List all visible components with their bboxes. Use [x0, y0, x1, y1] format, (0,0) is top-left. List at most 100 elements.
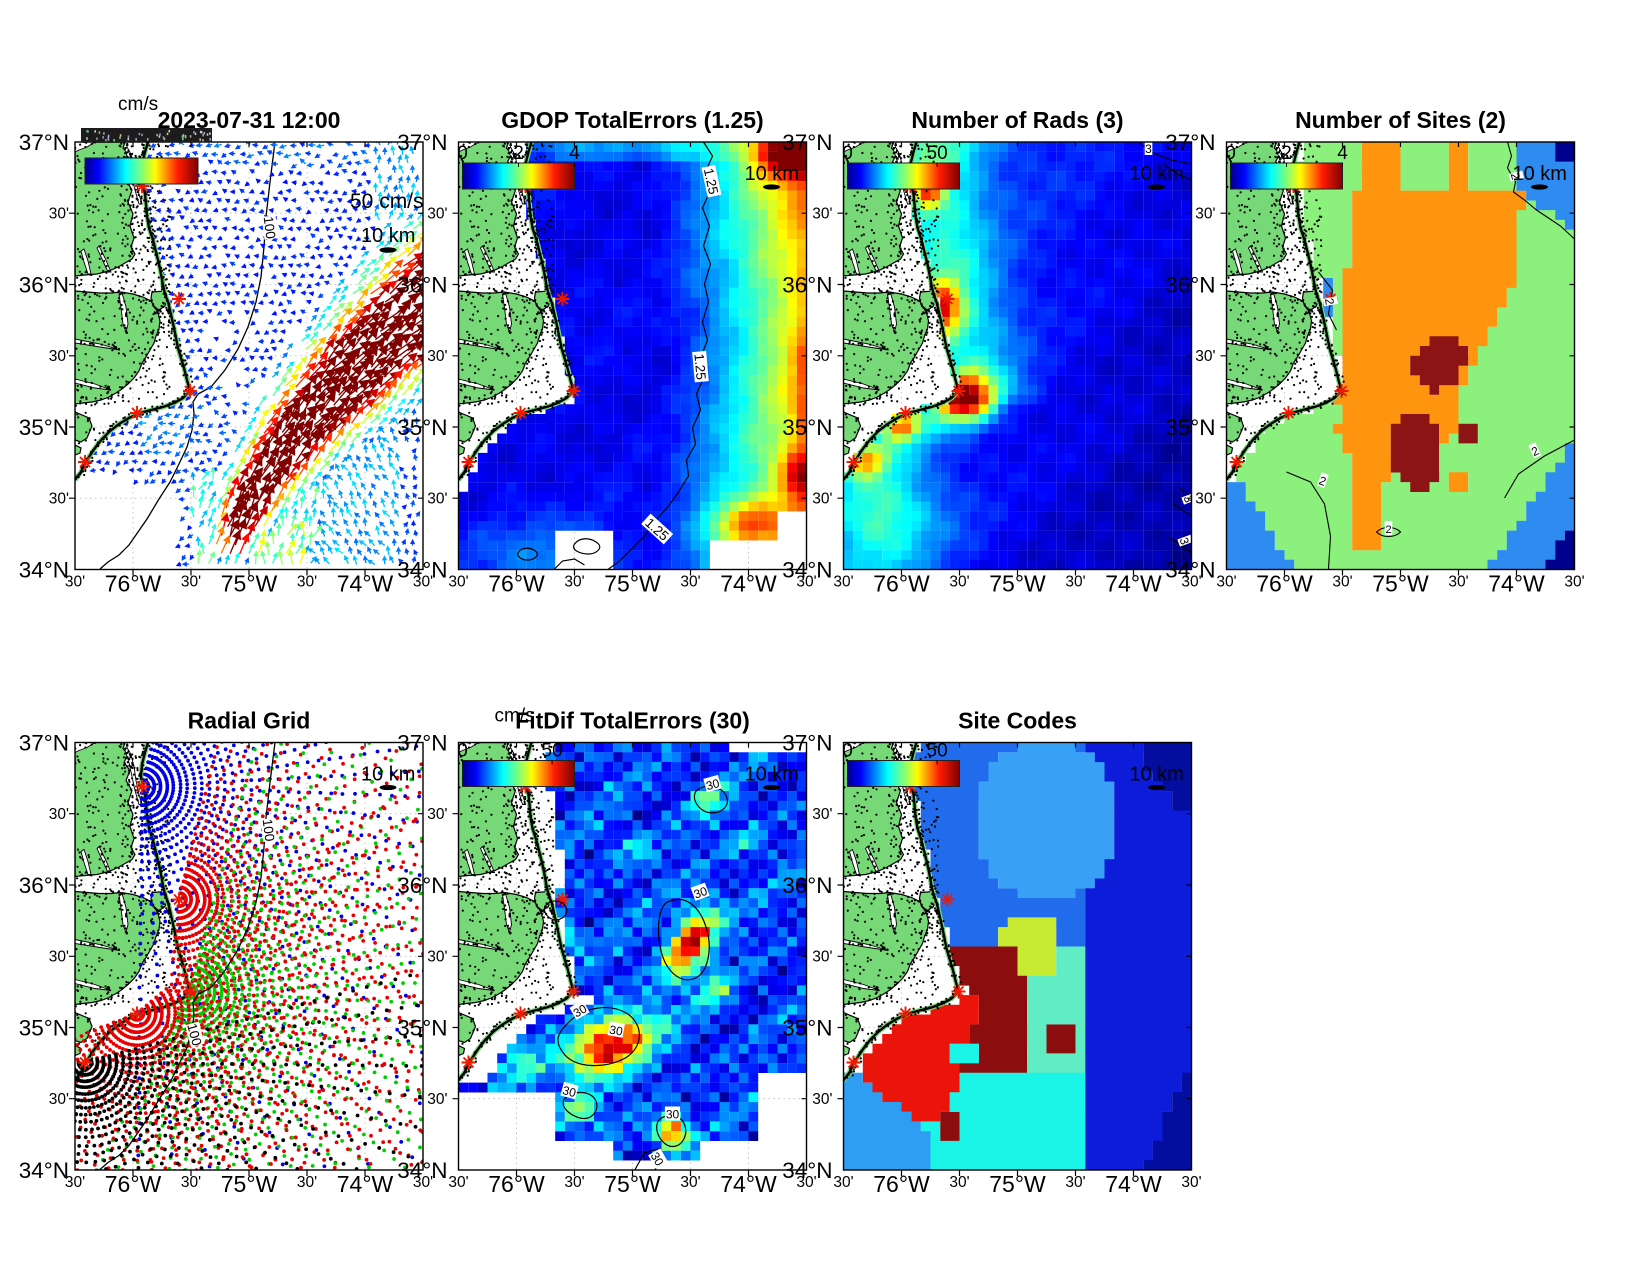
- svg-text:GDOP TotalErrors (1.25): GDOP TotalErrors (1.25): [501, 107, 763, 133]
- svg-text:30': 30': [49, 205, 69, 222]
- svg-text:0: 0: [1225, 143, 1236, 164]
- svg-text:1.25: 1.25: [701, 167, 721, 196]
- svg-text:36°N: 36°N: [782, 873, 832, 898]
- svg-text:30: 30: [692, 884, 710, 902]
- svg-text:37°N: 37°N: [19, 130, 69, 155]
- svg-text:30': 30': [1216, 574, 1236, 591]
- svg-text:30: 30: [704, 776, 721, 793]
- svg-text:30': 30': [427, 948, 447, 965]
- svg-text:76°W: 76°W: [1256, 571, 1313, 597]
- svg-text:30': 30': [1564, 574, 1584, 591]
- svg-text:1.25: 1.25: [691, 353, 708, 380]
- svg-text:30: 30: [571, 1001, 590, 1020]
- svg-text:30': 30': [49, 948, 69, 965]
- svg-text:30': 30': [812, 348, 832, 365]
- svg-text:34°N: 34°N: [19, 558, 69, 583]
- svg-text:75°W: 75°W: [989, 1171, 1046, 1197]
- svg-text:37°N: 37°N: [397, 130, 447, 155]
- svg-text:37°N: 37°N: [19, 731, 69, 756]
- svg-text:30': 30': [427, 1091, 447, 1108]
- svg-text:50 cm/s: 50 cm/s: [350, 190, 424, 213]
- svg-text:30': 30': [812, 806, 832, 823]
- svg-text:30': 30': [65, 574, 85, 591]
- svg-text:36°N: 36°N: [397, 273, 447, 298]
- svg-text:35°N: 35°N: [782, 1016, 832, 1041]
- svg-text:35°N: 35°N: [19, 415, 69, 440]
- svg-text:0: 0: [457, 143, 468, 164]
- svg-text:10 km: 10 km: [1130, 163, 1184, 185]
- svg-text:30': 30': [448, 1174, 468, 1191]
- svg-text:75°W: 75°W: [221, 571, 278, 597]
- svg-text:75°W: 75°W: [604, 571, 661, 597]
- svg-text:2: 2: [1508, 171, 1523, 181]
- svg-text:30': 30': [796, 574, 816, 591]
- svg-text:74°W: 74°W: [720, 571, 777, 597]
- svg-text:30': 30': [833, 1174, 853, 1191]
- svg-text:2: 2: [1385, 524, 1391, 536]
- svg-text:30': 30': [796, 1174, 816, 1191]
- svg-text:36°N: 36°N: [397, 873, 447, 898]
- svg-text:37°N: 37°N: [782, 731, 832, 756]
- svg-text:3: 3: [1181, 493, 1197, 504]
- svg-text:30': 30': [427, 490, 447, 507]
- svg-text:30': 30': [564, 574, 584, 591]
- svg-text:34°N: 34°N: [19, 1158, 69, 1183]
- svg-text:74°W: 74°W: [337, 1171, 394, 1197]
- svg-text:30': 30': [812, 1091, 832, 1108]
- svg-text:30': 30': [949, 1174, 969, 1191]
- svg-text:10 km: 10 km: [745, 163, 799, 185]
- svg-text:30': 30': [833, 574, 853, 591]
- svg-text:30: 30: [561, 1083, 578, 1100]
- svg-text:74°W: 74°W: [1105, 1171, 1162, 1197]
- svg-text:30': 30': [49, 806, 69, 823]
- svg-text:35°N: 35°N: [397, 1016, 447, 1041]
- svg-text:75°W: 75°W: [989, 571, 1046, 597]
- svg-text:30': 30': [1181, 1174, 1201, 1191]
- svg-text:35°N: 35°N: [1165, 415, 1215, 440]
- svg-text:74°W: 74°W: [1105, 571, 1162, 597]
- svg-text:30': 30': [812, 490, 832, 507]
- svg-text:34°N: 34°N: [1165, 558, 1215, 583]
- svg-text:37°N: 37°N: [1165, 130, 1215, 155]
- svg-text:30': 30': [49, 348, 69, 365]
- svg-text:0: 0: [842, 741, 853, 762]
- svg-text:10 km: 10 km: [361, 764, 415, 786]
- svg-text:cm/s: cm/s: [495, 706, 535, 727]
- svg-text:75°W: 75°W: [604, 1171, 661, 1197]
- svg-text:74°W: 74°W: [337, 571, 394, 597]
- svg-text:4: 4: [569, 143, 580, 164]
- svg-text:Number of Sites (2): Number of Sites (2): [1295, 107, 1506, 133]
- svg-text:10 km: 10 km: [1130, 764, 1184, 786]
- svg-text:100: 100: [184, 1022, 204, 1048]
- svg-text:36°N: 36°N: [19, 873, 69, 898]
- svg-text:36°N: 36°N: [19, 273, 69, 298]
- svg-text:30': 30': [680, 574, 700, 591]
- svg-text:35°N: 35°N: [19, 1016, 69, 1041]
- svg-text:35°N: 35°N: [782, 415, 832, 440]
- svg-text:34°N: 34°N: [397, 1158, 447, 1183]
- svg-text:cm/s: cm/s: [118, 94, 158, 115]
- svg-text:Radial Grid: Radial Grid: [188, 708, 311, 734]
- svg-text:36°N: 36°N: [1165, 273, 1215, 298]
- svg-text:76°W: 76°W: [873, 1171, 930, 1197]
- svg-text:100: 100: [261, 215, 279, 239]
- svg-text:37°N: 37°N: [782, 130, 832, 155]
- svg-text:4: 4: [1337, 143, 1348, 164]
- svg-text:30': 30': [65, 1174, 85, 1191]
- svg-text:76°W: 76°W: [488, 1171, 545, 1197]
- svg-text:75°W: 75°W: [221, 1171, 278, 1197]
- svg-text:10 km: 10 km: [1513, 163, 1567, 185]
- svg-text:30': 30': [1195, 348, 1215, 365]
- svg-text:50: 50: [927, 143, 948, 164]
- svg-text:76°W: 76°W: [105, 1171, 162, 1197]
- svg-text:2: 2: [1317, 473, 1328, 489]
- svg-text:76°W: 76°W: [488, 571, 545, 597]
- svg-text:30': 30': [949, 574, 969, 591]
- svg-text:0: 0: [457, 741, 468, 762]
- svg-text:30: 30: [608, 1022, 624, 1038]
- svg-text:30': 30': [181, 574, 201, 591]
- svg-text:74°W: 74°W: [720, 1171, 777, 1197]
- svg-text:30': 30': [297, 1174, 317, 1191]
- svg-text:10 km: 10 km: [745, 764, 799, 786]
- svg-text:37°N: 37°N: [397, 731, 447, 756]
